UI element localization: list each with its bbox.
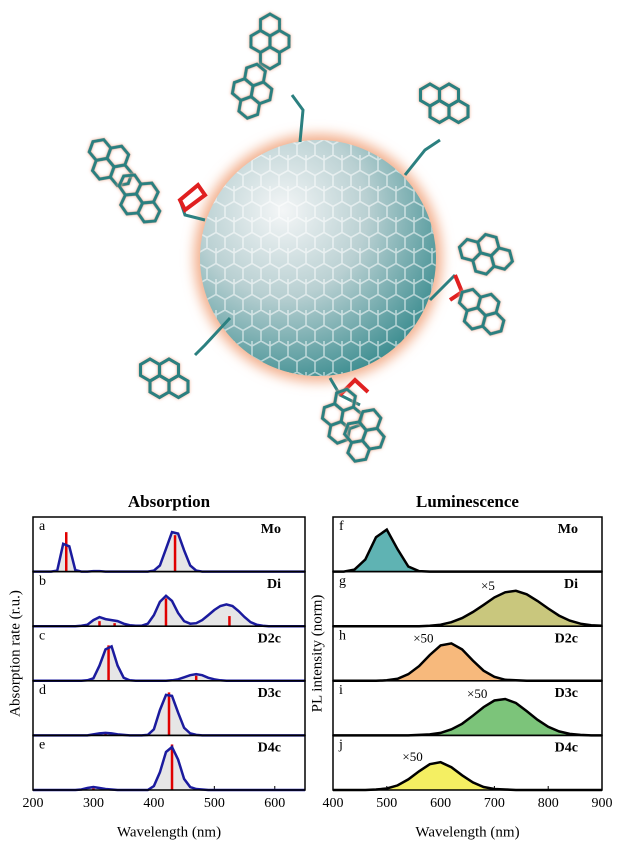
panel-name: Mo xyxy=(261,522,281,537)
panel-letter: j xyxy=(338,738,343,753)
molecule xyxy=(141,359,189,398)
pl-curve xyxy=(333,697,602,737)
absorption-curve xyxy=(33,644,305,683)
absorption-fill xyxy=(33,646,305,681)
panel-letter: g xyxy=(339,574,346,589)
x-axis-label: Wavelength (nm) xyxy=(117,824,221,840)
molecule xyxy=(226,62,278,120)
panel-title: Luminescence xyxy=(416,492,519,511)
panel-name: Mo xyxy=(558,522,578,537)
panel-name: Di xyxy=(564,577,578,592)
panel-letter: c xyxy=(39,628,45,643)
panel-frame xyxy=(332,734,603,791)
panel-letter: a xyxy=(39,519,46,534)
x-tick-label: 300 xyxy=(83,796,104,811)
x-tick-label: 900 xyxy=(592,796,613,811)
molecule xyxy=(421,84,469,123)
scale-annotation: ×50 xyxy=(467,686,487,701)
panel-name: D4c xyxy=(258,741,281,756)
nanoparticle-illustration xyxy=(82,11,514,462)
panel-frame xyxy=(32,734,306,791)
panel-name: Di xyxy=(267,577,281,592)
scale-annotation: ×50 xyxy=(402,749,422,764)
x-tick-label: 400 xyxy=(143,796,164,811)
x-tick-label: 500 xyxy=(376,796,397,811)
panel-name: D4c xyxy=(555,741,578,756)
panel-name: D3c xyxy=(258,686,281,701)
pl-curve xyxy=(333,589,603,628)
panel-title: Absorption xyxy=(128,492,211,511)
panel-letter: f xyxy=(339,519,344,534)
molecule xyxy=(82,136,140,188)
panel-letter: h xyxy=(339,628,346,643)
x-tick-label: 200 xyxy=(23,796,44,811)
x-tick-label: 600 xyxy=(264,796,285,811)
y-axis-label: PL intensity (norm) xyxy=(309,595,325,713)
x-tick-label: 800 xyxy=(538,796,559,811)
absorption-fill xyxy=(33,747,305,790)
molecule xyxy=(454,287,510,336)
molecule xyxy=(458,230,514,279)
panel-letter: d xyxy=(39,683,46,698)
molecule xyxy=(110,171,169,226)
absorption-fill xyxy=(33,532,305,572)
y-axis-label: Absorption rate (r.u.) xyxy=(7,590,23,717)
x-tick-label: 400 xyxy=(323,796,344,811)
panel-letter: b xyxy=(39,574,46,589)
x-tick-label: 500 xyxy=(204,796,225,811)
particle-lattice xyxy=(200,140,436,376)
scale-annotation: ×5 xyxy=(481,578,495,593)
panel-letter: e xyxy=(39,738,45,753)
x-tick-label: 700 xyxy=(484,796,505,811)
molecule xyxy=(241,11,298,71)
panel-name: D2c xyxy=(258,631,281,646)
pl-curve xyxy=(333,642,602,683)
x-tick-label: 600 xyxy=(430,796,451,811)
scale-annotation: ×50 xyxy=(413,630,433,645)
pl-curve xyxy=(333,760,602,792)
panel-name: D2c xyxy=(555,631,578,646)
panel-letter: i xyxy=(339,683,343,698)
panel-name: D3c xyxy=(555,686,578,701)
x-axis-label: Wavelength (nm) xyxy=(415,824,519,840)
absorption-fill xyxy=(33,595,305,627)
